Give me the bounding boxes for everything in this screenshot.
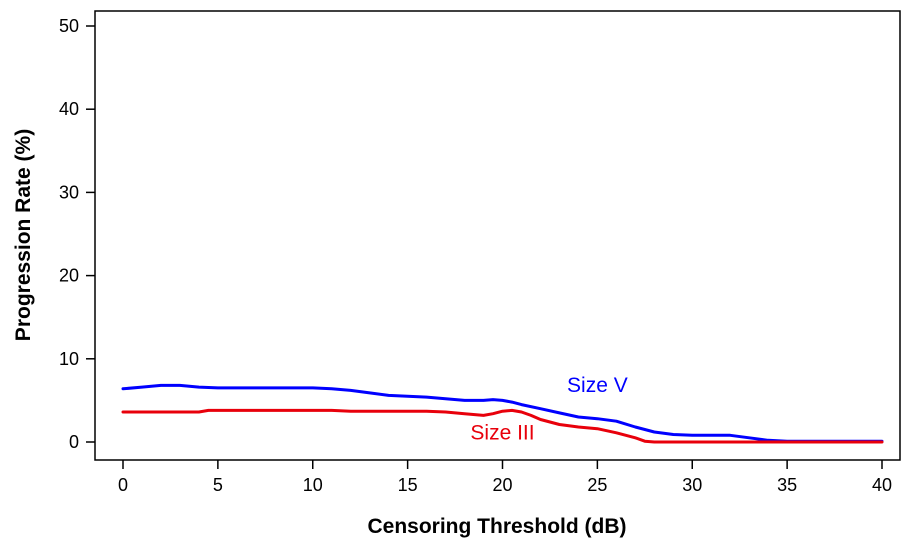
y-tick-label: 0 [69, 432, 79, 452]
x-tick-label: 15 [398, 475, 418, 495]
series-label-size-v: Size V [567, 374, 628, 397]
series-labels: Size V Size III [470, 374, 627, 444]
x-axis-title: Censoring Threshold (dB) [368, 515, 627, 538]
x-tick-label: 5 [213, 475, 223, 495]
x-tick-label: 30 [682, 475, 702, 495]
x-tick-label: 10 [303, 475, 323, 495]
x-tick-label: 0 [118, 475, 128, 495]
x-axis: 0 5 10 15 20 25 30 35 40 [118, 460, 892, 495]
series-label-size-iii: Size III [470, 422, 534, 445]
y-axis-title: Progression Rate (%) [12, 129, 35, 341]
y-axis: 0 10 20 30 40 50 [59, 16, 95, 452]
y-tick-label: 20 [59, 266, 79, 286]
plot-frame [94, 10, 901, 461]
x-tick-label: 35 [777, 475, 797, 495]
y-tick-label: 50 [59, 16, 79, 36]
x-tick-label: 25 [587, 475, 607, 495]
y-tick-label: 40 [59, 99, 79, 119]
y-tick-label: 10 [59, 349, 79, 369]
y-tick-label: 30 [59, 182, 79, 202]
series-line-size-iii [121, 408, 884, 444]
x-tick-label: 40 [872, 475, 892, 495]
series-lines [121, 383, 884, 444]
x-tick-label: 20 [492, 475, 512, 495]
series-line-size-v [121, 383, 884, 443]
